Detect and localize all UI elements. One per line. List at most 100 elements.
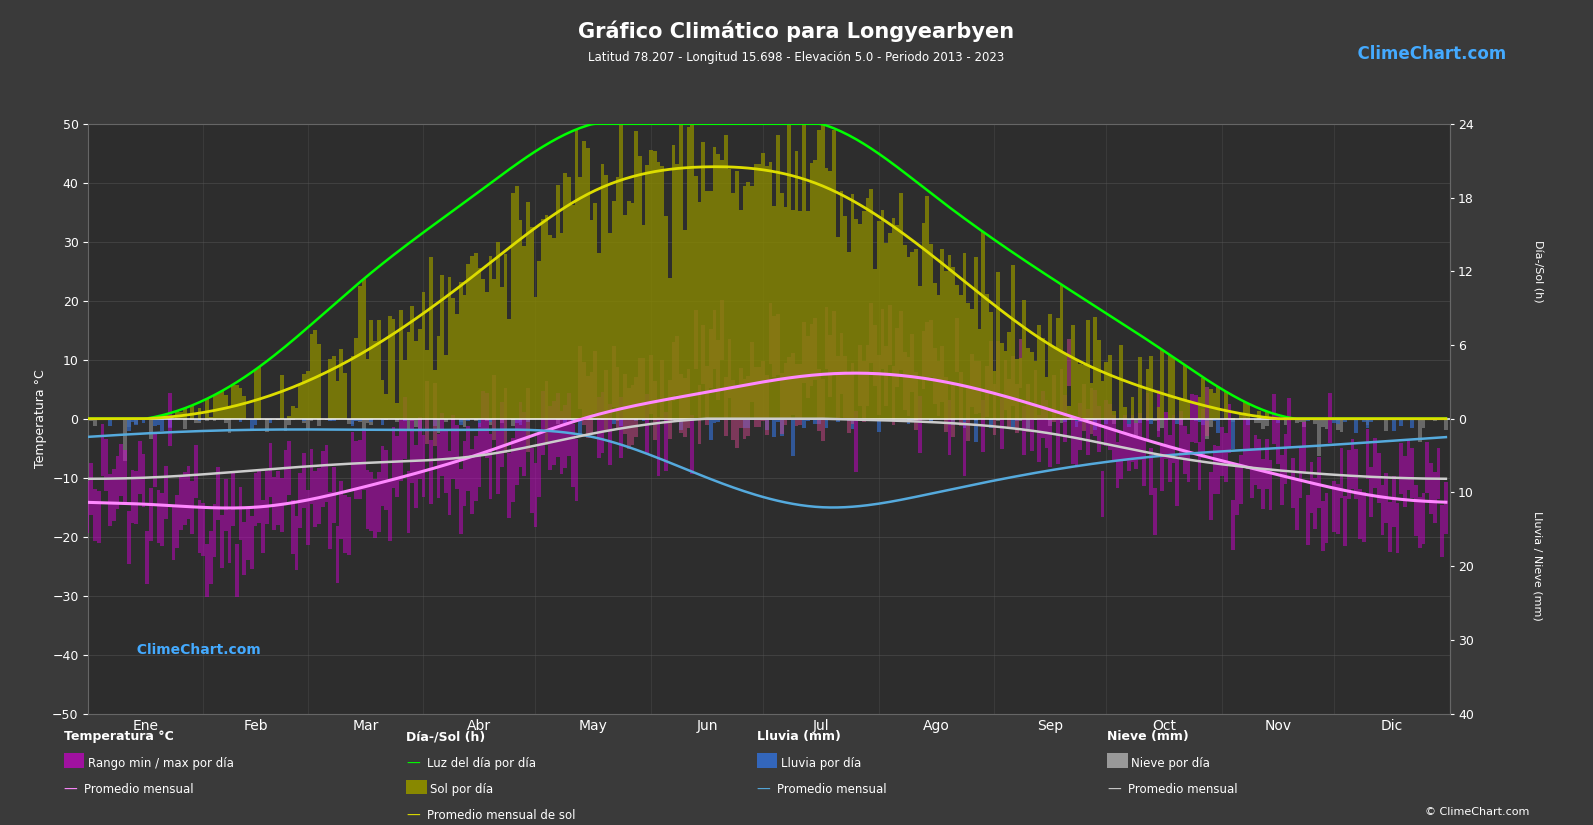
Bar — [1231, 419, 1235, 449]
Bar — [519, 402, 523, 467]
Bar — [473, 419, 478, 421]
Bar — [559, 233, 564, 419]
Bar — [1354, 419, 1359, 433]
Bar — [836, 356, 840, 417]
Bar — [1090, 383, 1093, 419]
Bar — [444, 429, 448, 493]
Bar — [653, 381, 656, 441]
Bar — [508, 319, 511, 419]
Bar — [451, 298, 456, 419]
Bar — [403, 419, 406, 421]
Bar — [178, 412, 183, 419]
Bar — [497, 242, 500, 419]
Bar — [851, 363, 854, 424]
Bar — [1437, 448, 1440, 499]
Bar — [683, 378, 687, 437]
Bar — [586, 148, 589, 419]
Bar — [161, 419, 164, 431]
Bar — [898, 193, 903, 419]
Bar — [746, 376, 750, 436]
Bar — [553, 238, 556, 419]
Bar — [1034, 419, 1037, 420]
Bar — [515, 420, 519, 484]
Bar — [1257, 419, 1262, 421]
Bar — [1168, 355, 1171, 419]
Bar — [548, 406, 553, 469]
Bar — [328, 360, 331, 419]
Bar — [922, 332, 926, 389]
Bar — [1112, 419, 1115, 420]
Bar — [417, 419, 422, 431]
Bar — [414, 341, 417, 419]
Bar — [1059, 285, 1064, 419]
Bar — [1376, 419, 1381, 421]
Bar — [205, 419, 209, 421]
Bar — [645, 166, 650, 419]
Bar — [918, 285, 922, 419]
Bar — [1209, 419, 1212, 427]
Bar — [989, 419, 992, 427]
Bar — [1243, 402, 1246, 419]
Bar — [806, 337, 809, 398]
Bar — [1120, 432, 1123, 478]
Text: Temperatura °C: Temperatura °C — [64, 730, 174, 743]
Bar — [1351, 440, 1354, 489]
Bar — [417, 417, 422, 479]
Bar — [1198, 419, 1201, 422]
Bar — [914, 249, 918, 419]
Bar — [962, 422, 967, 476]
Bar — [876, 419, 881, 420]
Bar — [228, 408, 231, 419]
Bar — [350, 356, 354, 419]
Bar — [792, 210, 795, 419]
Bar — [400, 310, 403, 419]
Bar — [1254, 435, 1257, 485]
Bar — [1037, 325, 1042, 419]
Bar — [612, 201, 615, 419]
Bar — [1306, 495, 1309, 545]
Bar — [448, 277, 451, 419]
Bar — [832, 311, 836, 373]
Bar — [720, 160, 723, 419]
Bar — [712, 310, 717, 370]
Bar — [1220, 427, 1223, 476]
Bar — [578, 346, 581, 409]
Bar — [548, 235, 553, 419]
Bar — [642, 358, 645, 418]
Bar — [1418, 419, 1421, 420]
Bar — [929, 419, 933, 422]
Bar — [1337, 419, 1340, 424]
Bar — [492, 279, 497, 419]
Bar — [746, 182, 750, 419]
Bar — [734, 389, 739, 448]
Bar — [1104, 362, 1109, 419]
Bar — [1023, 299, 1026, 419]
Bar — [892, 365, 895, 425]
Bar — [1306, 419, 1309, 421]
Bar — [1321, 501, 1325, 551]
Bar — [250, 516, 253, 568]
Bar — [667, 278, 672, 419]
Bar — [814, 160, 817, 419]
Bar — [478, 268, 481, 419]
Bar — [820, 380, 825, 441]
Bar — [734, 171, 739, 419]
Bar — [769, 162, 773, 419]
Bar — [1246, 419, 1251, 469]
Bar — [354, 338, 358, 419]
Bar — [940, 346, 945, 402]
Bar — [1004, 351, 1007, 419]
Bar — [1184, 365, 1187, 419]
Bar — [131, 469, 134, 523]
Bar — [239, 487, 242, 540]
Bar — [395, 436, 400, 497]
Bar — [467, 419, 470, 421]
Bar — [94, 419, 97, 427]
Bar — [142, 419, 145, 423]
Bar — [1153, 419, 1157, 421]
Bar — [325, 419, 328, 421]
Bar — [1235, 465, 1239, 515]
Bar — [526, 201, 530, 419]
Bar — [626, 389, 631, 449]
Bar — [1145, 394, 1149, 440]
